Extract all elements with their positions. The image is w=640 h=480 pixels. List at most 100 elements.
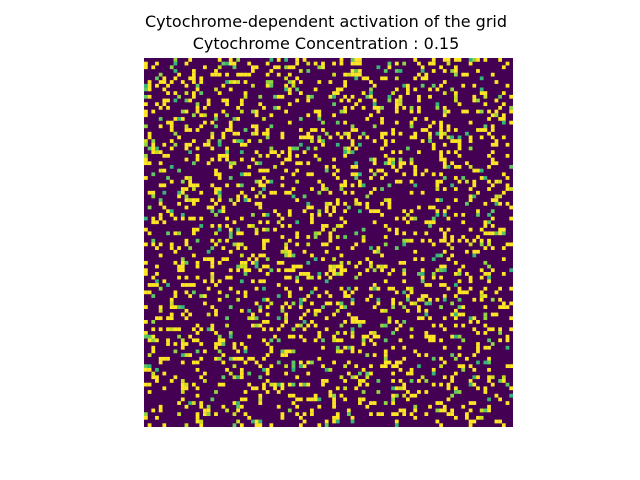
heatmap-cell	[302, 58, 307, 62]
heatmap-cell	[369, 371, 373, 376]
heatmap-cell	[391, 401, 395, 405]
heatmap-cell	[332, 360, 336, 365]
heatmap-cell	[446, 382, 451, 387]
heatmap-cell	[169, 312, 174, 317]
heatmap-cell	[346, 286, 351, 291]
heatmap-cell	[306, 275, 311, 280]
heatmap-cell	[383, 338, 388, 343]
heatmap-cell	[428, 135, 432, 140]
heatmap-cell	[472, 419, 477, 424]
heatmap-cell	[439, 131, 443, 136]
heatmap-cell	[453, 128, 458, 132]
heatmap-cell	[184, 353, 189, 357]
heatmap-cell	[321, 345, 325, 350]
heatmap-cell	[321, 139, 325, 143]
heatmap-cell	[306, 172, 311, 177]
heatmap-cell	[457, 238, 462, 243]
heatmap-cell	[457, 139, 462, 143]
heatmap-cell	[380, 146, 384, 151]
heatmap-cell	[217, 279, 222, 284]
heatmap-cell	[409, 120, 414, 125]
heatmap-cell	[380, 135, 384, 140]
heatmap-cell	[398, 179, 403, 184]
heatmap-cell	[439, 124, 443, 129]
heatmap-cell	[214, 72, 218, 77]
heatmap-cell	[239, 98, 244, 103]
heatmap-cell	[369, 246, 373, 250]
heatmap-cell	[476, 58, 480, 62]
heatmap-cell	[144, 124, 148, 129]
heatmap-cell	[387, 183, 392, 188]
heatmap-cell	[346, 294, 351, 298]
heatmap-cell	[335, 345, 340, 350]
heatmap-cell	[468, 379, 473, 383]
heatmap-cell	[483, 408, 488, 413]
heatmap-cell	[225, 146, 229, 151]
heatmap-cell	[313, 109, 318, 114]
heatmap-cell	[383, 360, 388, 365]
heatmap-cell	[413, 349, 418, 354]
heatmap-cell	[291, 146, 296, 151]
heatmap-cell	[180, 345, 185, 350]
heatmap-cell	[442, 404, 447, 409]
heatmap-cell	[225, 216, 229, 221]
heatmap-cell	[420, 279, 425, 284]
heatmap-cell	[310, 408, 314, 413]
heatmap-cell	[258, 401, 263, 405]
heatmap-cell	[206, 412, 211, 417]
heatmap-cell	[487, 408, 491, 413]
heatmap-cell	[350, 419, 355, 424]
heatmap-cell	[232, 139, 237, 143]
heatmap-cell	[328, 80, 333, 84]
heatmap-cell	[446, 150, 451, 155]
heatmap-cell	[276, 220, 281, 225]
heatmap-cell	[269, 345, 274, 350]
heatmap-cell	[287, 275, 292, 280]
heatmap-cell	[343, 80, 348, 84]
heatmap-cell	[217, 72, 222, 77]
heatmap-cell	[236, 268, 241, 273]
heatmap-cell	[380, 201, 384, 206]
heatmap-cell	[332, 393, 336, 398]
heatmap-cell	[199, 401, 204, 405]
heatmap-cell	[468, 61, 473, 66]
heatmap-cell	[262, 227, 266, 232]
heatmap-cell	[273, 209, 277, 214]
heatmap-cell	[391, 161, 395, 166]
heatmap-cell	[346, 360, 351, 365]
heatmap-cell	[483, 128, 488, 132]
heatmap-cell	[258, 190, 263, 195]
heatmap-cell	[195, 349, 200, 354]
heatmap-cell	[409, 371, 414, 376]
heatmap-cell	[409, 190, 414, 195]
heatmap-cell	[280, 305, 285, 309]
heatmap-cell	[442, 249, 447, 254]
heatmap-cell	[428, 238, 432, 243]
heatmap-cell	[191, 80, 196, 84]
heatmap-cell	[265, 264, 270, 269]
heatmap-cell	[453, 415, 458, 420]
heatmap-cell	[476, 386, 480, 391]
heatmap-cell	[509, 165, 513, 169]
heatmap-cell	[158, 80, 163, 84]
heatmap-cell	[343, 105, 348, 110]
heatmap-cell	[487, 212, 491, 217]
heatmap-cell	[191, 91, 196, 95]
heatmap-cell	[247, 308, 252, 313]
heatmap-cell	[465, 179, 469, 184]
heatmap-cell	[184, 423, 189, 427]
heatmap-cell	[321, 187, 325, 191]
heatmap-cell	[343, 235, 348, 239]
heatmap-cell	[439, 172, 443, 177]
heatmap-cell	[409, 238, 414, 243]
heatmap-cell	[442, 109, 447, 114]
heatmap-cell	[243, 142, 248, 147]
heatmap-cell	[147, 231, 152, 236]
heatmap-cell	[431, 242, 436, 247]
heatmap-cell	[479, 128, 484, 132]
heatmap-cell	[442, 360, 447, 365]
heatmap-cell	[409, 161, 414, 166]
heatmap-cell	[476, 331, 480, 335]
heatmap-cell	[461, 109, 466, 114]
heatmap-cell	[358, 209, 362, 214]
